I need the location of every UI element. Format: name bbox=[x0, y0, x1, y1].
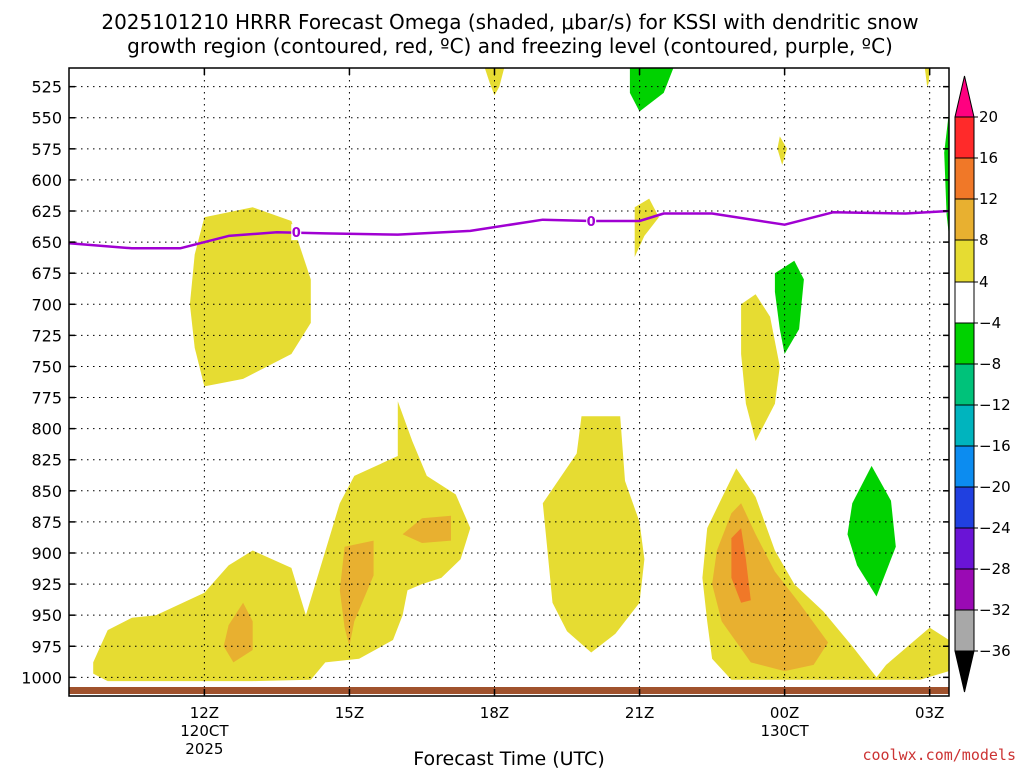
colorbar-label: −28 bbox=[979, 560, 1011, 578]
omega-region-8 bbox=[924, 68, 930, 87]
freezing-level-line bbox=[69, 209, 949, 250]
y-tick-label: 875 bbox=[31, 513, 62, 532]
omega-shading bbox=[11, 68, 949, 682]
y-tick-label: 900 bbox=[31, 544, 62, 563]
colorbar-label: −16 bbox=[979, 437, 1011, 455]
x-tick-label: 2025 bbox=[185, 740, 223, 758]
freezing-level-label: 0 bbox=[587, 215, 596, 230]
colorbar-label: 12 bbox=[979, 190, 998, 208]
y-tick-label: 700 bbox=[31, 295, 62, 314]
freezing-level-label: 0 bbox=[292, 226, 301, 241]
y-tick-label: 850 bbox=[31, 482, 62, 501]
colorbar-label: −36 bbox=[979, 642, 1011, 660]
omega-region-4 bbox=[542, 416, 645, 653]
x-axis-label: Forecast Time (UTC) bbox=[413, 748, 604, 768]
colorbar-swatch bbox=[954, 281, 975, 324]
y-tick-label: 725 bbox=[31, 326, 62, 345]
x-tick-label: 120CT bbox=[180, 722, 229, 740]
colorbar-label: −8 bbox=[979, 355, 1001, 373]
freezing-level-contour: 00 bbox=[69, 209, 949, 250]
x-tick-label: 21Z bbox=[625, 704, 654, 722]
y-tick-label: 975 bbox=[31, 637, 62, 656]
y-tick-label: 575 bbox=[31, 140, 62, 159]
colorbar-label: −32 bbox=[979, 601, 1011, 619]
colorbar-swatch bbox=[954, 404, 975, 447]
colorbar-label: 20 bbox=[979, 108, 998, 126]
y-tick-label: 800 bbox=[31, 420, 62, 439]
colorbar-swatch bbox=[954, 198, 975, 241]
y-tick-label: 550 bbox=[31, 109, 62, 128]
x-tick-label: 00Z bbox=[770, 704, 799, 722]
x-tick-label: 18Z bbox=[480, 704, 509, 722]
colorbar-label: 16 bbox=[979, 149, 998, 167]
x-tick-label: 12Z bbox=[190, 704, 219, 722]
y-tick-label: 625 bbox=[31, 202, 62, 221]
colorbar-swatch bbox=[954, 116, 975, 159]
colorbar-label: 8 bbox=[979, 231, 989, 249]
y-tick-label: 675 bbox=[31, 264, 62, 283]
omega-region-3 bbox=[484, 68, 505, 96]
plot-frame bbox=[68, 67, 950, 697]
colorbar-bottom-arrow bbox=[954, 650, 975, 693]
colorbar: 20 16 12 8 4 −4 −8 −12 −16 −20 −24 −28 −32 −36 bbox=[954, 75, 1011, 693]
freezing-label-bg bbox=[586, 212, 597, 229]
y-tick-label: 650 bbox=[31, 233, 62, 252]
colorbar-swatch bbox=[954, 363, 975, 406]
colorbar-swatch bbox=[954, 609, 975, 652]
y-tick-label: 525 bbox=[31, 78, 62, 97]
colorbar-swatch bbox=[954, 157, 975, 200]
x-tick-label: 03Z bbox=[915, 704, 944, 722]
omega-region-6 bbox=[741, 294, 780, 442]
y-tick-label: 925 bbox=[31, 575, 62, 594]
y-tick-label: 950 bbox=[31, 606, 62, 625]
omega-region-0 bbox=[189, 207, 311, 387]
y-axis-ticks: 525 550 575 600 625 650 675 700 725 750 775 800 825 8… bbox=[21, 78, 949, 687]
colorbar-top-arrow bbox=[954, 75, 975, 118]
credit-link[interactable]: coolwx.com/models bbox=[862, 746, 1016, 764]
colorbar-label: −20 bbox=[979, 478, 1011, 496]
colorbar-swatch bbox=[954, 527, 975, 570]
ground-surface-bar bbox=[69, 687, 949, 694]
colorbar-swatch bbox=[954, 568, 975, 611]
colorbar-swatch bbox=[954, 486, 975, 529]
y-tick-label: 600 bbox=[31, 171, 62, 190]
x-tick-label: 15Z bbox=[335, 704, 364, 722]
colorbar-label: 4 bbox=[979, 273, 989, 291]
colorbar-label: −24 bbox=[979, 519, 1011, 537]
freezing-label-bg bbox=[291, 224, 302, 241]
omega-region-16 bbox=[774, 260, 804, 354]
chart-title-line-2: growth region (contoured, red, ºC) and f… bbox=[127, 34, 893, 58]
colorbar-swatch bbox=[954, 445, 975, 488]
omega-region-11 bbox=[339, 540, 374, 647]
omega-region-15 bbox=[629, 68, 674, 112]
grid bbox=[69, 68, 949, 696]
colorbar-swatch bbox=[954, 322, 975, 365]
colorbar-swatch bbox=[954, 239, 975, 283]
y-tick-label: 750 bbox=[31, 357, 62, 376]
chart-title-line-1: 2025101210 HRRR Forecast Omega (shaded, … bbox=[101, 10, 918, 34]
y-tick-label: 1000 bbox=[21, 668, 62, 687]
omega-region-17 bbox=[847, 465, 896, 597]
omega-region-12 bbox=[402, 515, 451, 543]
colorbar-label: −4 bbox=[979, 314, 1001, 332]
omega-region-2 bbox=[11, 68, 26, 93]
omega-region-1 bbox=[93, 401, 471, 682]
y-tick-label: 825 bbox=[31, 451, 62, 470]
x-tick-label: 130CT bbox=[760, 722, 809, 740]
omega-region-9 bbox=[777, 136, 787, 165]
omega-region-18 bbox=[944, 111, 949, 236]
colorbar-label: −12 bbox=[979, 396, 1011, 414]
y-tick-label: 775 bbox=[31, 389, 62, 408]
omega-region-10 bbox=[223, 602, 253, 663]
omega-region-5 bbox=[634, 198, 659, 257]
